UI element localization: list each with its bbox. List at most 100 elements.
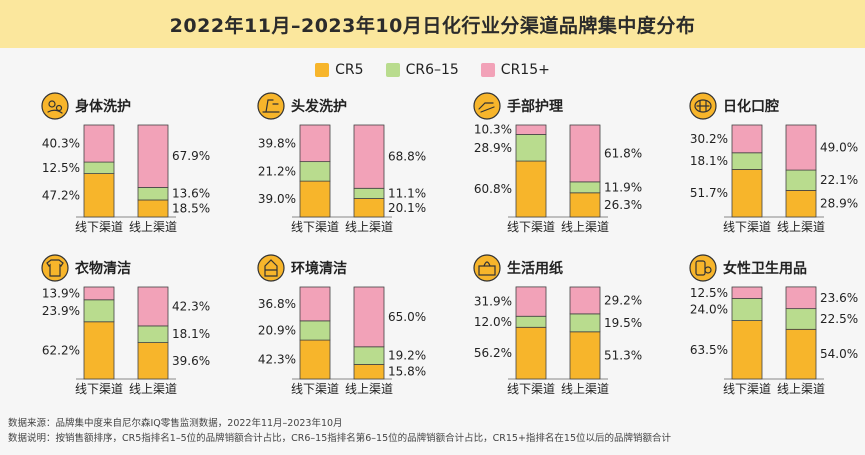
data-label: 10.3%	[474, 123, 512, 137]
data-label: 12.5%	[690, 286, 728, 300]
category-label: 线下渠道	[291, 220, 339, 234]
legend-label-cr6-15: CR6–15	[405, 62, 459, 78]
data-label: 22.1%	[820, 173, 858, 187]
data-label: 12.0%	[474, 315, 512, 329]
category-label: 线下渠道	[507, 382, 555, 396]
data-label: 18.1%	[690, 154, 728, 168]
bar-segment-cr6-15	[731, 152, 763, 170]
data-label: 67.9%	[172, 149, 210, 163]
data-label: 15.8%	[388, 365, 426, 379]
bar-segment-cr6-15	[353, 187, 385, 199]
chart-title: 环境清洁	[291, 260, 347, 277]
legend-item-cr5: CR5	[315, 62, 364, 78]
bar-segment-cr15plus	[83, 286, 115, 301]
bar-segment-cr6-15	[515, 315, 547, 328]
category-label: 线下渠道	[75, 220, 123, 234]
data-label: 61.8%	[604, 146, 642, 160]
bar-segment-cr6-15	[785, 169, 817, 191]
data-label: 28.9%	[474, 141, 512, 155]
data-label: 24.0%	[690, 303, 728, 317]
bar-segment-cr15plus	[515, 286, 547, 317]
data-label: 12.5%	[42, 161, 80, 175]
bar-segment-cr5	[731, 320, 763, 380]
bar-segment-cr5	[731, 169, 763, 218]
chart-panel: 生活用纸 56.2% 12.0% 31.9% 线下渠道 51.3% 19.5% 29.2% 线上…	[473, 254, 642, 396]
oral-care-icon	[689, 92, 717, 120]
legend-item-cr6-15: CR6–15	[385, 62, 459, 78]
bar-segment-cr15plus	[353, 124, 385, 189]
chart-title: 身体洗护	[75, 98, 131, 115]
bar-segment-cr15plus	[731, 124, 763, 154]
page-title: 2022年11月–2023年10月日化行业分渠道品牌集中度分布	[169, 14, 696, 37]
chart-title: 衣物清洁	[75, 260, 131, 277]
data-label: 39.6%	[172, 354, 210, 368]
bar-segment-cr5	[83, 321, 115, 380]
category-label: 线上渠道	[129, 382, 177, 396]
category-label: 线上渠道	[777, 220, 825, 234]
data-label: 11.1%	[388, 186, 426, 200]
category-label: 线下渠道	[291, 382, 339, 396]
data-label: 56.2%	[474, 346, 512, 360]
home-cleaning-icon	[257, 254, 285, 282]
bar-segment-cr5	[569, 192, 601, 218]
legend-label-cr5: CR5	[335, 62, 364, 78]
data-label: 20.9%	[258, 323, 296, 337]
data-label: 42.3%	[172, 299, 210, 313]
data-label: 62.2%	[42, 343, 80, 357]
chart-grid: 身体洗护 47.2% 12.5% 40.3% 线下渠道 18.5%13.6% 67.9% 线上…	[41, 92, 858, 396]
data-label: 47.2%	[42, 188, 80, 202]
bar-segment-cr15plus	[83, 124, 115, 163]
data-label: 65.0%	[388, 310, 426, 324]
bar-segment-cr5	[137, 199, 169, 218]
chart-panel: 女性卫生用品 63.5% 24.0% 12.5% 线下渠道 54.0% 22.5% 23.6%…	[689, 254, 858, 396]
data-label: 20.1%	[388, 201, 426, 215]
data-label: 31.9%	[474, 295, 512, 309]
bar-segment-cr15plus	[353, 286, 385, 348]
bar-segment-cr15plus	[299, 124, 331, 163]
category-label: 线下渠道	[723, 220, 771, 234]
bar-segment-cr5	[569, 331, 601, 380]
bar-segment-cr5	[137, 342, 169, 380]
data-label: 60.8%	[474, 182, 512, 196]
bar-segment-cr15plus	[137, 286, 169, 327]
hair-care-icon	[257, 92, 285, 120]
legend: CR5 CR6–15 CR15+	[0, 60, 865, 80]
bar-segment-cr6-15	[137, 187, 169, 201]
laundry-icon	[41, 254, 69, 282]
data-label: 51.7%	[690, 186, 728, 200]
bar-segment-cr5	[785, 190, 817, 218]
legend-swatch-cr15plus	[480, 63, 495, 77]
title-banner: 2022年11月–2023年10月日化行业分渠道品牌集中度分布	[0, 0, 865, 48]
data-label: 39.0%	[258, 192, 296, 206]
category-label: 线上渠道	[561, 382, 609, 396]
data-label: 42.3%	[258, 353, 296, 367]
data-label: 18.5%	[172, 201, 210, 215]
legend-label-cr15plus: CR15+	[500, 62, 550, 78]
chart-title: 生活用纸	[507, 260, 563, 277]
chart-panel: 环境清洁 42.3% 20.9% 36.8% 线下渠道 15.8% 19.2% 65.0% 线上…	[257, 254, 426, 396]
bar-segment-cr15plus	[785, 286, 817, 310]
data-definition-note: 数据说明：按销售额排序，CR5指排名1–5位的品牌销额合计占比，CR6–15指排…	[8, 433, 671, 444]
category-label: 线上渠道	[345, 382, 393, 396]
bar-segment-cr15plus	[515, 124, 547, 135]
data-label: 19.5%	[604, 316, 642, 330]
bar-segment-cr6-15	[137, 325, 169, 343]
bar-segment-cr5	[299, 180, 331, 218]
feminine-care-icon	[689, 254, 717, 282]
category-label: 线下渠道	[507, 220, 555, 234]
bar-segment-cr6-15	[569, 313, 601, 333]
category-label: 线下渠道	[723, 382, 771, 396]
data-label: 40.3%	[42, 137, 80, 151]
data-label: 13.9%	[42, 286, 80, 300]
footer: 数据来源：品牌集中度来自尼尔森IQ零售监测数据，2022年11月–2023年10…	[8, 416, 671, 446]
bar-segment-cr6-15	[299, 320, 331, 341]
data-label: 39.8%	[258, 136, 296, 150]
data-label: 49.0%	[820, 141, 858, 155]
bar-segment-cr6-15	[785, 308, 817, 330]
bar-segment-cr6-15	[569, 181, 601, 194]
data-label: 63.5%	[690, 343, 728, 357]
bar-segment-cr15plus	[731, 286, 763, 299]
bar-segment-cr15plus	[785, 124, 817, 171]
chart-panel: 身体洗护 47.2% 12.5% 40.3% 线下渠道 18.5%13.6% 67.9% 线上…	[41, 92, 210, 234]
data-label: 13.6%	[172, 187, 210, 201]
